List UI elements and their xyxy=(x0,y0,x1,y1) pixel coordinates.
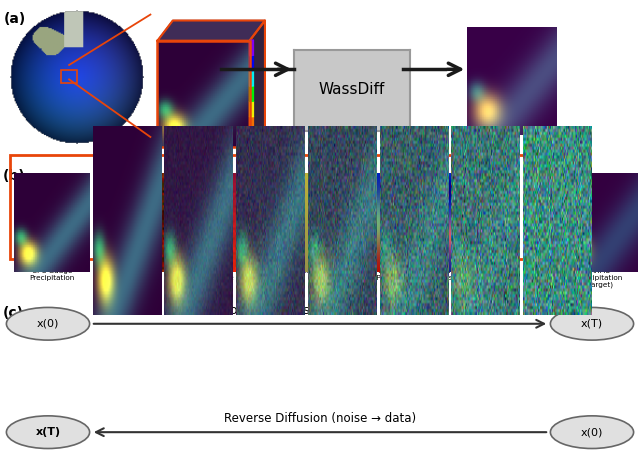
Ellipse shape xyxy=(550,416,634,449)
Text: WassDiff: WassDiff xyxy=(319,82,385,98)
Text: y: y xyxy=(285,284,297,302)
Text: Water vapor
transport: Water vapor transport xyxy=(429,268,474,281)
Text: Wind at
500hPa: Wind at 500hPa xyxy=(358,268,386,281)
Text: MRMS
Precipitation
(Target): MRMS Precipitation (Target) xyxy=(577,268,622,288)
Polygon shape xyxy=(250,40,253,56)
Text: (c): (c) xyxy=(3,306,24,320)
Text: x(0): x(0) xyxy=(581,427,603,437)
Ellipse shape xyxy=(550,307,634,340)
Text: x: x xyxy=(506,145,518,163)
Text: y: y xyxy=(199,159,211,177)
Polygon shape xyxy=(250,117,253,132)
Polygon shape xyxy=(157,21,265,40)
Ellipse shape xyxy=(6,307,90,340)
Bar xyxy=(61,70,77,83)
Polygon shape xyxy=(250,132,253,147)
Ellipse shape xyxy=(6,416,90,449)
Text: CPC Gauge
Precipitation: CPC Gauge Precipitation xyxy=(29,268,74,281)
Bar xyxy=(157,40,250,147)
Text: Gauge
density: Gauge density xyxy=(118,268,145,281)
Text: (b): (b) xyxy=(3,169,26,183)
Text: x(T): x(T) xyxy=(35,427,61,437)
Polygon shape xyxy=(250,101,253,117)
Polygon shape xyxy=(250,86,253,102)
Bar xyxy=(10,155,557,259)
Text: Forward Diffusion (data → noise): Forward Diffusion (data → noise) xyxy=(224,304,416,317)
Text: x(T): x(T) xyxy=(581,319,603,329)
Text: Surface
temperature: Surface temperature xyxy=(189,268,235,281)
Text: (a): (a) xyxy=(4,12,26,26)
Polygon shape xyxy=(250,55,253,71)
Polygon shape xyxy=(250,71,253,86)
Text: Reverse Diffusion (noise → data): Reverse Diffusion (noise → data) xyxy=(224,412,416,425)
Text: x(0): x(0) xyxy=(37,319,59,329)
Text: Geopotential: Geopotential xyxy=(269,268,315,274)
Polygon shape xyxy=(250,21,265,147)
